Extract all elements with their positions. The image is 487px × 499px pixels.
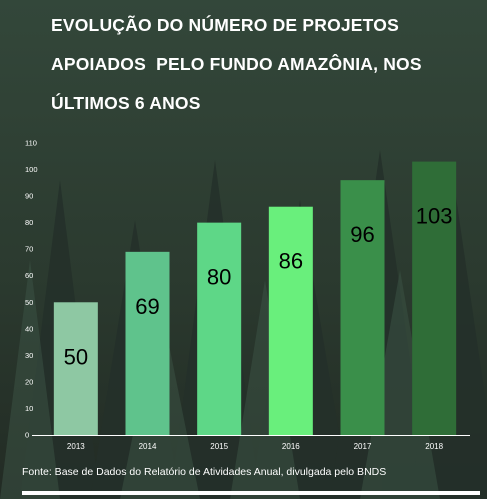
data-label: 69	[135, 294, 159, 319]
bar-2017	[340, 180, 385, 435]
bar-2018	[412, 161, 457, 435]
bar-2014	[125, 251, 170, 435]
x-axis: 2013 2014 2015 2016 2017 2018	[32, 435, 470, 451]
y-tick-label: 20	[25, 377, 33, 386]
bar-2013	[53, 302, 98, 435]
x-tick-label: 2016	[282, 442, 300, 451]
x-tick-label: 2013	[67, 442, 85, 451]
title-line-1: EVOLUÇÃO DO NÚMERO DE PROJETOS	[51, 15, 399, 35]
source-note: Fonte: Base de Dados do Relatório de Ati…	[22, 466, 387, 478]
y-tick-label: 0	[25, 431, 29, 440]
data-label: 96	[350, 222, 374, 247]
data-label: 50	[64, 344, 88, 369]
y-tick-label: 90	[25, 192, 33, 201]
bars-group: 50 69 80 86 96 103	[53, 161, 457, 435]
x-tick-label: 2018	[425, 442, 443, 451]
y-tick-label: 10	[25, 404, 33, 413]
data-label: 103	[416, 204, 453, 229]
y-axis: 0 10 20 30 40 50 60 70 80 90 100 110	[25, 139, 38, 440]
data-label: 86	[279, 249, 303, 274]
title-line-2: APOIADOS PELO FUNDO AMAZÔNIA, NOS	[51, 54, 422, 74]
y-tick-label: 100	[25, 165, 38, 174]
y-tick-label: 30	[25, 351, 33, 360]
x-tick-label: 2014	[139, 442, 157, 451]
title-line-3: ÚLTIMOS 6 ANOS	[51, 93, 201, 113]
bottom-rule	[22, 491, 480, 495]
chart-title: EVOLUÇÃO DO NÚMERO DE PROJETOS APOIADOS …	[51, 6, 471, 123]
x-tick-label: 2017	[354, 442, 372, 451]
x-tick-label: 2015	[210, 442, 228, 451]
y-tick-label: 60	[25, 271, 33, 280]
y-tick-label: 110	[25, 139, 37, 148]
bar-2016	[268, 206, 313, 435]
y-tick-label: 40	[25, 324, 33, 333]
data-label: 80	[207, 265, 231, 290]
y-tick-label: 70	[25, 245, 33, 254]
bar-2015	[197, 222, 242, 435]
y-tick-label: 80	[25, 218, 33, 227]
y-tick-label: 50	[25, 298, 33, 307]
